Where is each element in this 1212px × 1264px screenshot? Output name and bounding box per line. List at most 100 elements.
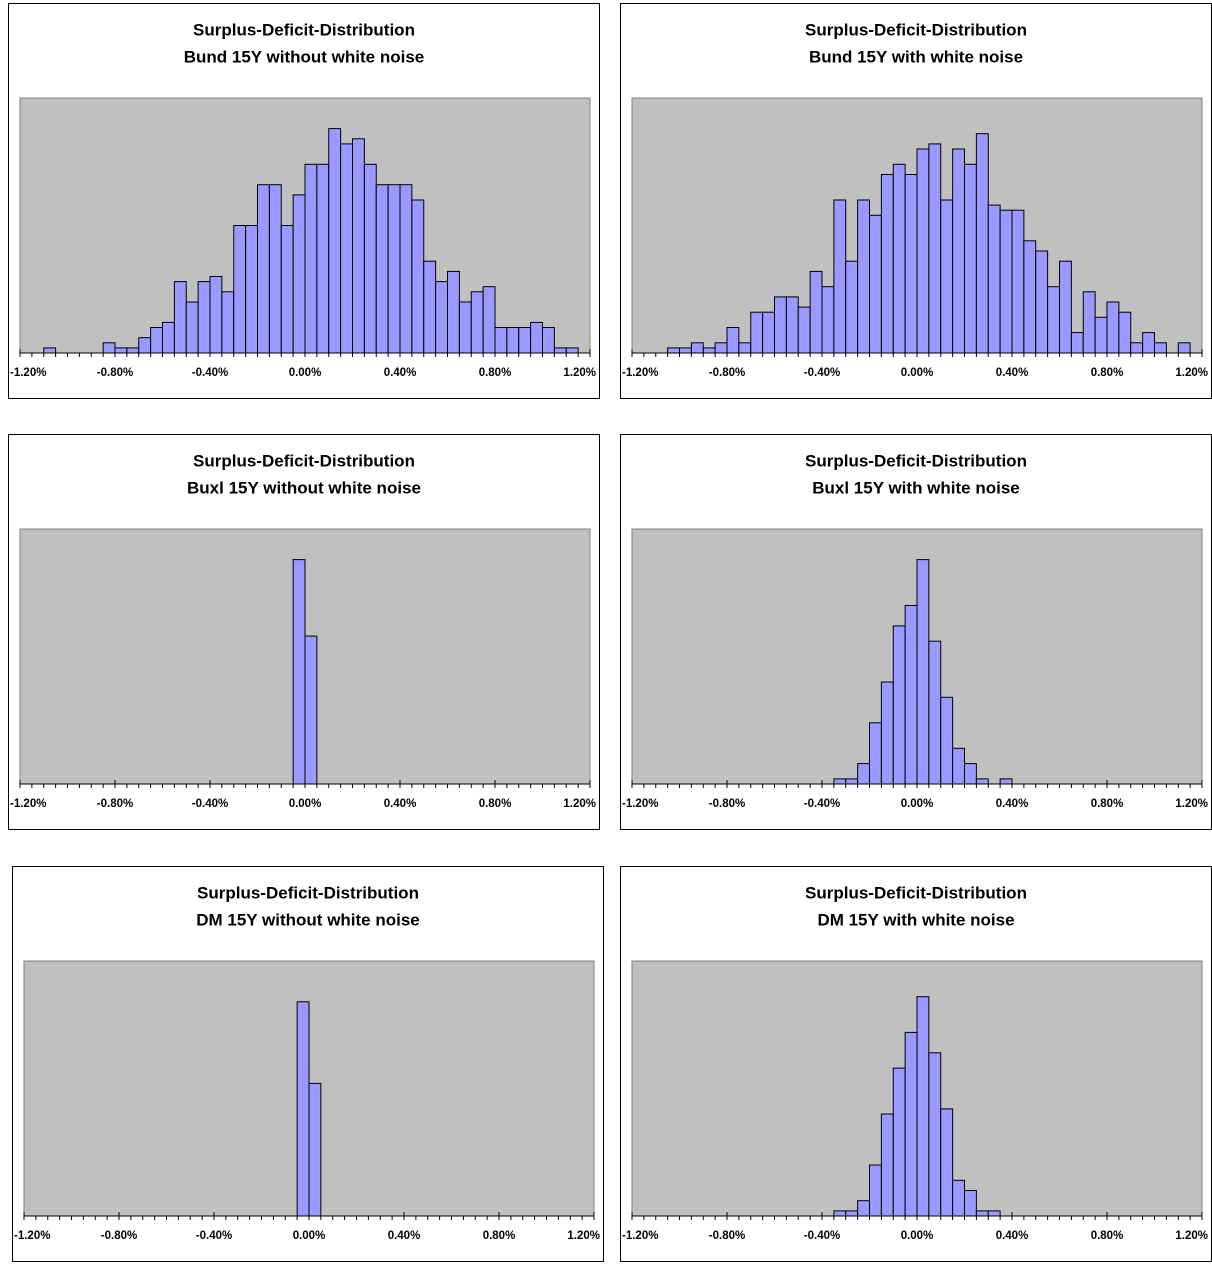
chart-subtitle: Buxl 15Y with white noise — [812, 478, 1020, 497]
x-tick-label: 0.80% — [1091, 1230, 1124, 1242]
x-tick-label: -0.80% — [97, 367, 133, 379]
bar — [928, 640, 942, 785]
bar — [316, 163, 330, 354]
x-tick-label: -1.20% — [622, 798, 658, 810]
x-tick-label: 0.80% — [1091, 798, 1124, 810]
bar — [916, 996, 930, 1217]
bar — [340, 143, 353, 354]
x-tick-label: 0.40% — [388, 1230, 421, 1242]
bar — [869, 1164, 882, 1217]
bar — [423, 260, 437, 354]
bar — [940, 199, 954, 354]
x-tick-label: 1.20% — [567, 1230, 600, 1242]
x-tick-label: 0.40% — [384, 798, 417, 810]
bar — [542, 327, 555, 354]
bar — [726, 327, 740, 354]
bar — [738, 342, 752, 354]
bar — [857, 199, 870, 354]
bar — [928, 1052, 942, 1217]
bar — [845, 778, 859, 785]
x-tick-label: 0.00% — [901, 1230, 934, 1242]
bar — [565, 347, 579, 354]
bar — [447, 270, 460, 354]
bar — [952, 1179, 965, 1217]
x-tick-label: 0.00% — [901, 367, 934, 379]
chart-title: Surplus-Deficit-Distribution — [805, 20, 1027, 39]
bar — [690, 342, 704, 354]
chart: Surplus-Deficit-Distribution Bund 15Y wit… — [8, 3, 600, 399]
bar — [880, 681, 894, 785]
bar — [1142, 332, 1155, 354]
x-tick-label: 0.80% — [483, 1230, 516, 1242]
x-tick-label: -0.80% — [101, 1230, 137, 1242]
bar — [762, 311, 775, 354]
bar — [714, 342, 728, 354]
bar — [209, 276, 223, 354]
x-tick-label: 1.20% — [1175, 367, 1208, 379]
x-tick-label: -0.40% — [804, 367, 840, 379]
bar — [233, 225, 247, 354]
bar — [940, 1108, 954, 1217]
x-tick-label: 0.40% — [384, 367, 417, 379]
chart-title: Surplus-Deficit-Distribution — [197, 883, 419, 902]
bar — [904, 174, 918, 354]
bar — [964, 763, 977, 785]
bar — [375, 184, 389, 354]
chart-subtitle: Buxl 15Y without white noise — [187, 478, 421, 497]
x-tick-label: -0.40% — [804, 798, 840, 810]
bar — [1023, 240, 1037, 354]
bar — [667, 347, 680, 354]
x-tick-label: -0.80% — [97, 798, 133, 810]
bar — [150, 327, 163, 354]
bar — [185, 301, 199, 354]
bar — [869, 214, 882, 354]
chart-title: Surplus-Deficit-Distribution — [805, 451, 1027, 470]
x-tick-label: -0.80% — [709, 1230, 745, 1242]
bar — [916, 559, 930, 785]
bar — [797, 306, 811, 354]
x-tick-label: -0.40% — [804, 1230, 840, 1242]
bar — [114, 347, 128, 354]
bar — [833, 778, 847, 785]
bar — [245, 225, 258, 354]
bar — [857, 1200, 870, 1217]
bar — [964, 1190, 977, 1217]
bar — [880, 1113, 894, 1217]
bar — [173, 281, 187, 354]
bar — [892, 625, 906, 785]
bar — [904, 605, 918, 785]
bar — [1070, 332, 1084, 354]
bar — [964, 163, 977, 354]
bar — [296, 1001, 310, 1217]
bar — [1011, 209, 1025, 354]
bar — [280, 225, 294, 354]
bar — [833, 1210, 847, 1217]
bar — [482, 286, 496, 354]
x-tick-label: -1.20% — [622, 367, 658, 379]
x-tick-label: 0.00% — [293, 1230, 326, 1242]
bar — [999, 209, 1013, 354]
bar — [916, 148, 930, 354]
chart-subtitle: Bund 15Y without white noise — [184, 47, 425, 66]
x-tick-label: -0.40% — [196, 1230, 232, 1242]
x-tick-label: 0.00% — [289, 367, 322, 379]
bar — [1035, 250, 1049, 354]
bar — [1154, 342, 1167, 354]
chart-title: Surplus-Deficit-Distribution — [805, 883, 1027, 902]
bar — [1047, 286, 1060, 354]
bar — [43, 347, 57, 354]
bar — [494, 327, 508, 354]
chart: Surplus-Deficit-Distribution DM 15Y witho… — [12, 866, 604, 1262]
bar — [458, 301, 472, 354]
x-tick-label: -1.20% — [10, 367, 46, 379]
chart: Surplus-Deficit-Distribution Bund 15Y wit… — [620, 3, 1212, 399]
bar — [292, 559, 306, 785]
x-tick-label: -1.20% — [622, 1230, 658, 1242]
x-tick-label: -1.20% — [10, 798, 46, 810]
bar — [928, 143, 942, 354]
x-tick-label: 1.20% — [563, 367, 596, 379]
bar — [892, 1067, 906, 1217]
bar — [530, 321, 543, 354]
bar — [845, 1210, 859, 1217]
